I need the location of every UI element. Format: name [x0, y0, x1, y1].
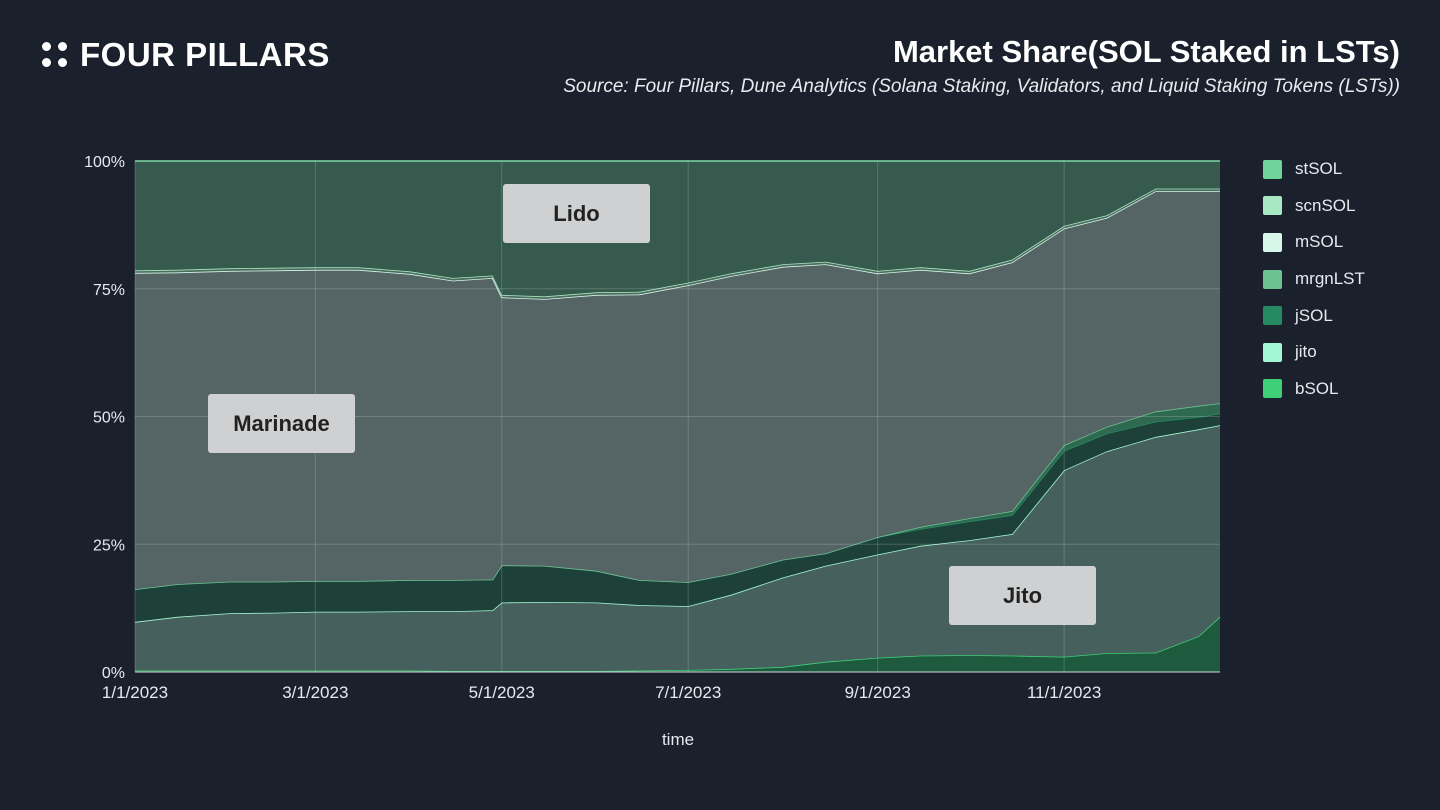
legend-swatch — [1263, 196, 1282, 216]
y-tick-label: 100% — [84, 154, 125, 171]
annotation-lido: Lido — [503, 184, 650, 243]
legend-label: jito — [1295, 342, 1317, 362]
legend-item-stSOL[interactable]: stSOL — [1263, 151, 1365, 188]
x-tick-label: 3/1/2023 — [282, 683, 348, 702]
brand-name: FOUR PILLARS — [80, 36, 330, 73]
legend-item-scnSOL[interactable]: scnSOL — [1263, 188, 1365, 225]
four-dots-icon — [42, 42, 68, 68]
x-tick-label: 5/1/2023 — [469, 683, 535, 702]
y-tick-label: 0% — [102, 665, 125, 682]
legend-label: jSOL — [1295, 305, 1333, 325]
legend-item-mrgnLST[interactable]: mrgnLST — [1263, 261, 1365, 298]
area-stSOL — [135, 161, 1220, 297]
x-tick-label: 11/1/2023 — [1027, 683, 1101, 702]
legend-swatch — [1263, 379, 1282, 399]
legend-label: mSOL — [1295, 232, 1344, 252]
y-tick-label: 75% — [93, 282, 125, 299]
legend-item-bSOL[interactable]: bSOL — [1263, 371, 1365, 408]
x-tick-label: 1/1/2023 — [102, 683, 168, 702]
legend-swatch — [1263, 342, 1282, 362]
legend-item-jSOL[interactable]: jSOL — [1263, 297, 1365, 334]
x-tick-label: 9/1/2023 — [845, 683, 911, 702]
area-jito — [135, 425, 1220, 671]
annotation-marinade: Marinade — [208, 394, 355, 453]
y-tick-label: 50% — [93, 410, 125, 427]
legend-swatch — [1263, 159, 1282, 179]
y-tick-label: 25% — [93, 537, 125, 554]
chart-subtitle: Source: Four Pillars, Dune Analytics (So… — [563, 76, 1400, 97]
area-mSOL — [135, 191, 1220, 590]
brand-logo: FOUR PILLARS — [42, 36, 330, 74]
annotation-jito: Jito — [949, 566, 1096, 625]
x-axis-label: time — [661, 730, 695, 749]
legend-swatch — [1263, 306, 1282, 326]
legend-item-mSOL[interactable]: mSOL — [1263, 224, 1365, 261]
x-tick-label: 7/1/2023 — [655, 683, 721, 702]
area-jSOL — [135, 413, 1220, 622]
legend-item-jito[interactable]: jito — [1263, 334, 1365, 371]
legend-label: stSOL — [1295, 159, 1343, 179]
legend-swatch — [1263, 232, 1282, 252]
chart-title: Market Share(SOL Staked in LSTs) — [892, 34, 1400, 69]
chart-legend: stSOL scnSOL mSOL mrgnLST jSOL jito bSOL — [1263, 151, 1365, 407]
legend-label: scnSOL — [1295, 195, 1356, 215]
legend-swatch — [1263, 269, 1282, 289]
legend-label: bSOL — [1295, 378, 1339, 398]
legend-label: mrgnLST — [1295, 269, 1365, 289]
area-bSOL — [135, 616, 1220, 672]
